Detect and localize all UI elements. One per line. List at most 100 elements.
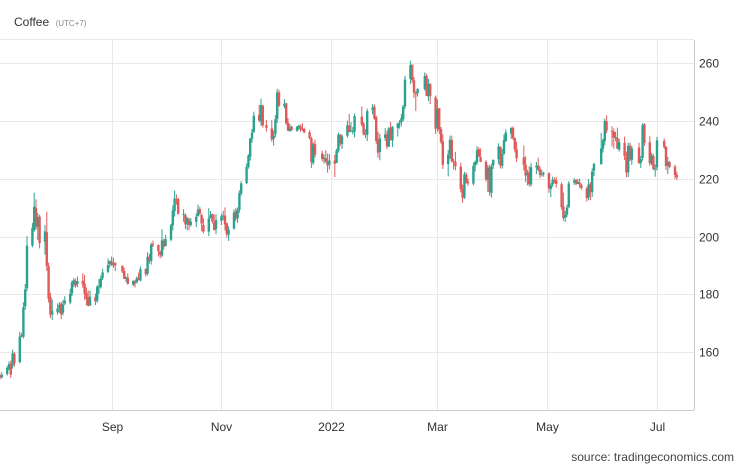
candle-body — [488, 167, 491, 193]
candle-body — [312, 144, 315, 163]
candle-body — [564, 214, 567, 218]
candle-body — [58, 305, 61, 309]
candle-body — [542, 172, 545, 174]
candle-body — [371, 107, 374, 111]
candle-body — [655, 140, 659, 168]
candle-body — [18, 336, 21, 363]
candle-body — [553, 179, 556, 181]
candle-body — [308, 132, 311, 138]
candle-body — [605, 121, 608, 131]
candle-body — [627, 145, 630, 173]
candle-body — [378, 138, 381, 152]
candle-body — [288, 127, 291, 132]
candle-body — [459, 166, 462, 190]
candle-body — [447, 154, 450, 165]
candle-body — [151, 243, 155, 245]
candle-body — [461, 188, 464, 198]
candle-body — [511, 127, 515, 138]
candle-body — [270, 128, 273, 140]
candle-body — [515, 149, 518, 159]
candle-body — [439, 129, 443, 142]
candle-body — [373, 106, 376, 119]
candle-body — [391, 126, 394, 141]
candle-body — [25, 245, 29, 289]
candle-body — [637, 147, 641, 163]
candle-body — [396, 123, 399, 128]
candle-body — [277, 92, 281, 106]
candle-body — [85, 292, 88, 299]
candle-body — [38, 216, 41, 243]
candle-body — [335, 150, 338, 163]
candle-body — [72, 280, 75, 284]
candle-body — [139, 269, 142, 281]
candle-body — [562, 206, 565, 219]
y-tick-label: 160 — [699, 346, 719, 360]
candle-body — [96, 286, 99, 301]
candle-body — [376, 140, 380, 153]
candle-body — [429, 84, 432, 97]
candle-body — [348, 125, 351, 132]
candle-body — [144, 268, 147, 275]
candle-body — [240, 183, 243, 194]
candle-body — [209, 215, 212, 218]
candle-body — [76, 281, 79, 284]
candle-body — [173, 198, 176, 212]
candle-body — [9, 363, 12, 375]
candle-body — [675, 174, 678, 178]
candle-body — [274, 119, 277, 135]
candle-body — [416, 88, 419, 94]
candle-body — [187, 219, 191, 225]
candle-body — [648, 142, 651, 164]
candle-body — [477, 149, 480, 157]
candle-body — [502, 140, 506, 154]
candle-body — [223, 215, 227, 225]
candle-body — [112, 263, 115, 265]
candle-body — [13, 353, 16, 364]
candle-body — [20, 335, 23, 337]
candle-body — [124, 277, 128, 279]
x-tick-label: Nov — [211, 420, 232, 434]
y-tick-label: 240 — [699, 115, 719, 129]
candle-body — [425, 76, 428, 96]
candle-body — [618, 142, 621, 150]
candle-body — [328, 160, 331, 165]
candle-body — [283, 103, 286, 107]
candle-body — [232, 212, 236, 229]
candle-body — [81, 280, 84, 285]
candle-body — [639, 159, 642, 164]
candle-body — [94, 296, 97, 302]
candle-body — [108, 260, 111, 265]
candle-body — [641, 125, 644, 158]
candle-body — [614, 136, 617, 138]
x-tick-label: 2022 — [318, 420, 345, 434]
candle-body — [132, 280, 135, 285]
candle-body — [504, 132, 507, 141]
candle-body — [551, 179, 554, 185]
candle-body — [196, 209, 200, 217]
candle-body — [450, 140, 453, 162]
candle-body — [385, 134, 389, 147]
candle-body — [475, 150, 479, 163]
candle-body — [528, 172, 531, 185]
candle-body — [578, 182, 581, 185]
candle-body — [7, 364, 11, 369]
candle-body — [529, 167, 533, 185]
candle-body — [364, 133, 367, 135]
candle-body — [126, 277, 129, 284]
candle-body — [587, 184, 590, 198]
candle-body — [97, 286, 101, 288]
candle-body — [324, 158, 327, 162]
x-tick-label: Sep — [102, 420, 124, 434]
candle-body — [663, 140, 666, 147]
candle-body — [69, 293, 72, 303]
candle-body — [362, 123, 365, 135]
candle-body — [6, 367, 9, 374]
candle-body — [213, 222, 216, 230]
candle-body — [286, 122, 290, 131]
candle-body — [623, 142, 626, 157]
candle-body — [164, 239, 167, 247]
candle-body — [628, 145, 632, 160]
candle-body — [411, 64, 414, 81]
candle-body — [160, 240, 164, 256]
candle-body — [360, 116, 363, 125]
